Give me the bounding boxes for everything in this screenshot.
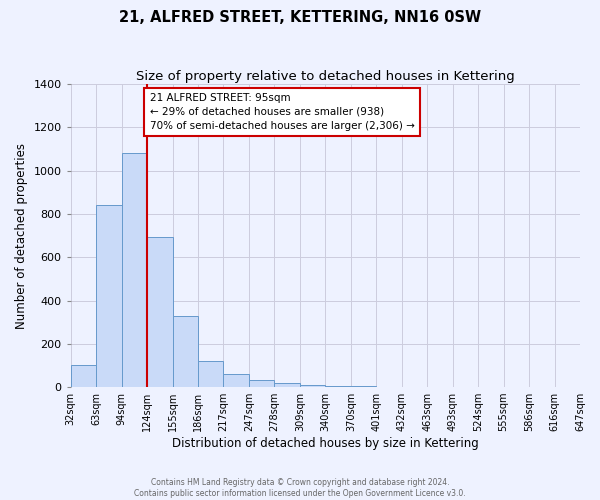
Title: Size of property relative to detached houses in Kettering: Size of property relative to detached ho… [136, 70, 515, 83]
Bar [274, 383, 300, 387]
Bar [223, 374, 249, 387]
Bar [173, 316, 198, 387]
Bar [147, 236, 173, 387]
Text: 21, ALFRED STREET, KETTERING, NN16 0SW: 21, ALFRED STREET, KETTERING, NN16 0SW [119, 10, 481, 25]
Bar [198, 361, 223, 387]
Bar [122, 154, 147, 387]
Text: Contains HM Land Registry data © Crown copyright and database right 2024.
Contai: Contains HM Land Registry data © Crown c… [134, 478, 466, 498]
Text: 21 ALFRED STREET: 95sqm
← 29% of detached houses are smaller (938)
70% of semi-d: 21 ALFRED STREET: 95sqm ← 29% of detache… [149, 93, 415, 131]
Bar [71, 366, 96, 387]
Bar [325, 386, 351, 387]
X-axis label: Distribution of detached houses by size in Kettering: Distribution of detached houses by size … [172, 437, 479, 450]
Bar [351, 386, 376, 387]
Bar [300, 385, 325, 387]
Bar [249, 380, 274, 387]
Y-axis label: Number of detached properties: Number of detached properties [15, 142, 28, 328]
Bar [96, 206, 122, 387]
